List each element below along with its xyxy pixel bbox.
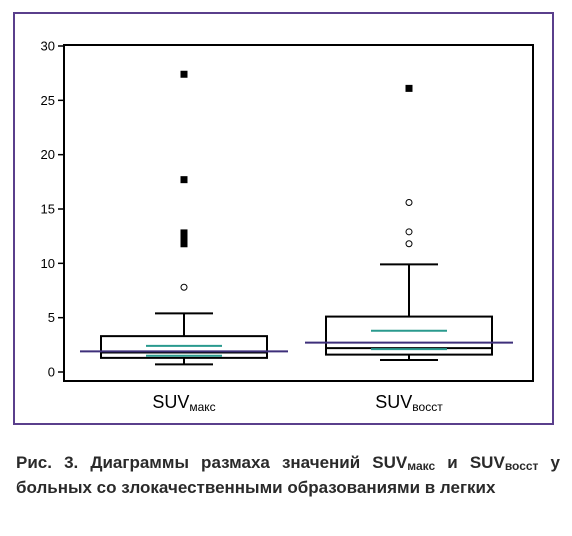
- caption-middle: и SUV: [435, 453, 505, 472]
- category-label-sub: макс: [189, 400, 215, 414]
- y-tick-label: 30: [41, 39, 55, 54]
- outlier-point: [180, 283, 188, 291]
- y-tick-label: 20: [41, 147, 55, 162]
- outlier-point: [405, 240, 413, 248]
- caption-suffix: у больных со злокачественными образовани…: [16, 453, 560, 497]
- plot-area: [63, 44, 534, 382]
- category-label: SUVмакс: [152, 392, 215, 414]
- caption-sub-maks: макс: [407, 459, 436, 473]
- far-outlier-point: [180, 229, 188, 237]
- box-iqr: [100, 335, 268, 359]
- caption-sub-vosst: восст: [504, 459, 539, 473]
- y-axis: 0 5 10 15 20 25 30: [41, 39, 64, 380]
- box-2: [305, 84, 513, 362]
- category-label: SUVвосст: [375, 392, 443, 414]
- figure-caption: Рис. 3. Диаграммы размаха значений SUVма…: [16, 452, 560, 498]
- y-tick-label: 0: [48, 365, 55, 380]
- far-outlier-point: [180, 70, 188, 78]
- y-tick-label: 10: [41, 256, 55, 271]
- box-series: [80, 70, 513, 366]
- far-outlier-point: [180, 240, 188, 248]
- outlier-point: [405, 198, 413, 206]
- category-labels: SUVмакс SUVвосст: [152, 392, 443, 414]
- outlier-point: [405, 228, 413, 236]
- far-outlier-point: [405, 84, 413, 92]
- category-label-main: SUV: [375, 392, 412, 412]
- category-label-sub: восст: [412, 400, 443, 414]
- far-outlier-point: [180, 176, 188, 184]
- caption-prefix: Рис. 3. Диаграммы размаха значений SUV: [16, 453, 408, 472]
- y-tick-label: 5: [48, 310, 55, 325]
- y-tick-label: 15: [41, 202, 55, 217]
- category-label-main: SUV: [152, 392, 189, 412]
- far-outlier-point: [180, 234, 188, 242]
- box-1: [80, 70, 288, 366]
- y-tick-label: 25: [41, 93, 55, 108]
